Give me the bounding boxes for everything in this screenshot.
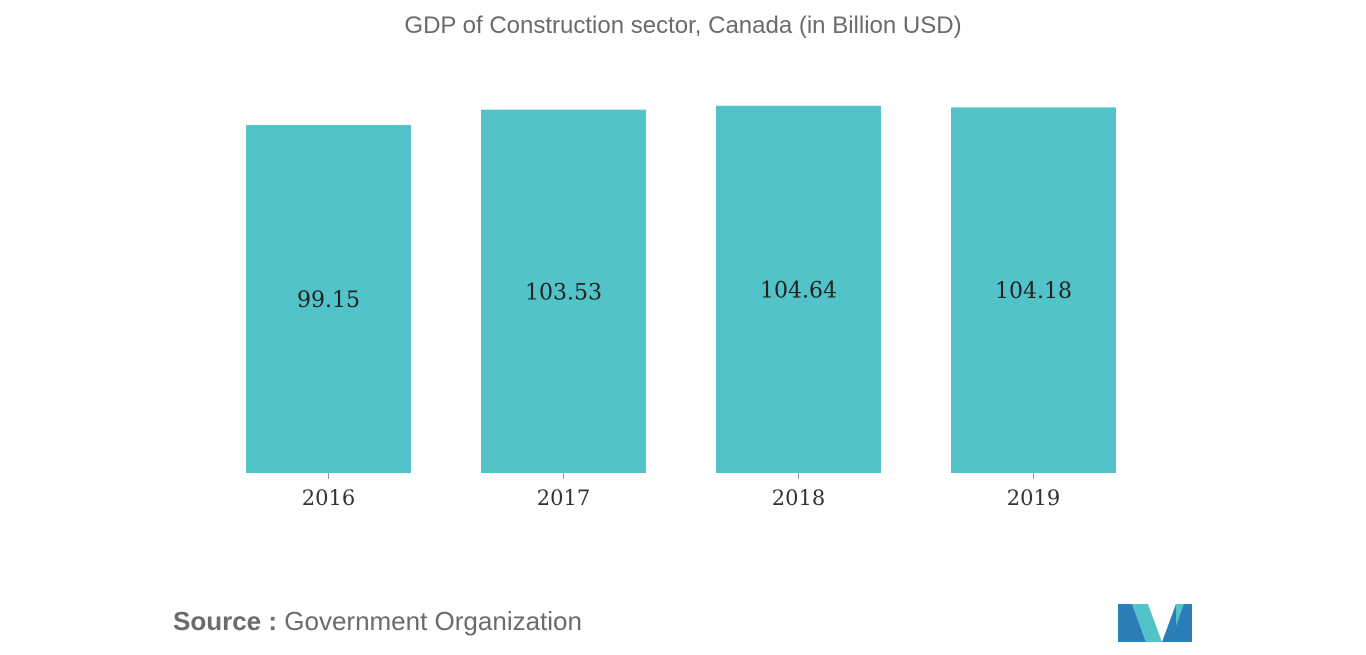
source-note: Source : Government Organization — [173, 606, 582, 637]
bar-2018 — [716, 105, 881, 473]
bar-2019 — [951, 107, 1116, 473]
x-tick-label-2019: 2019 — [1007, 486, 1060, 510]
bars-group: 99.15 103.53 104.64 104.18 — [246, 105, 1116, 474]
bar-value-label-2018: 104.64 — [760, 278, 837, 303]
x-tick-label-2016: 2016 — [302, 486, 355, 510]
bar-value-label-2017: 103.53 — [525, 280, 602, 305]
x-tick-label-2018: 2018 — [772, 486, 825, 510]
logo-middle-shape — [1132, 604, 1162, 642]
source-text: Government Organization — [284, 606, 582, 636]
x-tick-label-2017: 2017 — [537, 486, 590, 510]
bar-2017 — [481, 109, 646, 473]
x-axis: 2016 2017 2018 2019 — [302, 473, 1060, 510]
bar-value-label-2016: 99.15 — [297, 288, 360, 313]
logo-right-accent — [1176, 604, 1184, 626]
source-prefix: Source : — [173, 606, 278, 636]
chart-title: GDP of Construction sector, Canada (in B… — [404, 12, 962, 39]
mordor-intelligence-logo-icon — [1118, 604, 1192, 642]
bar-chart: 99.15 103.53 104.64 104.18 2016 2017 2018 2019 — [246, 105, 1116, 510]
logo-left-shape — [1118, 604, 1146, 642]
bar-2016 — [246, 125, 411, 474]
bar-value-label-2019: 104.18 — [995, 279, 1072, 304]
